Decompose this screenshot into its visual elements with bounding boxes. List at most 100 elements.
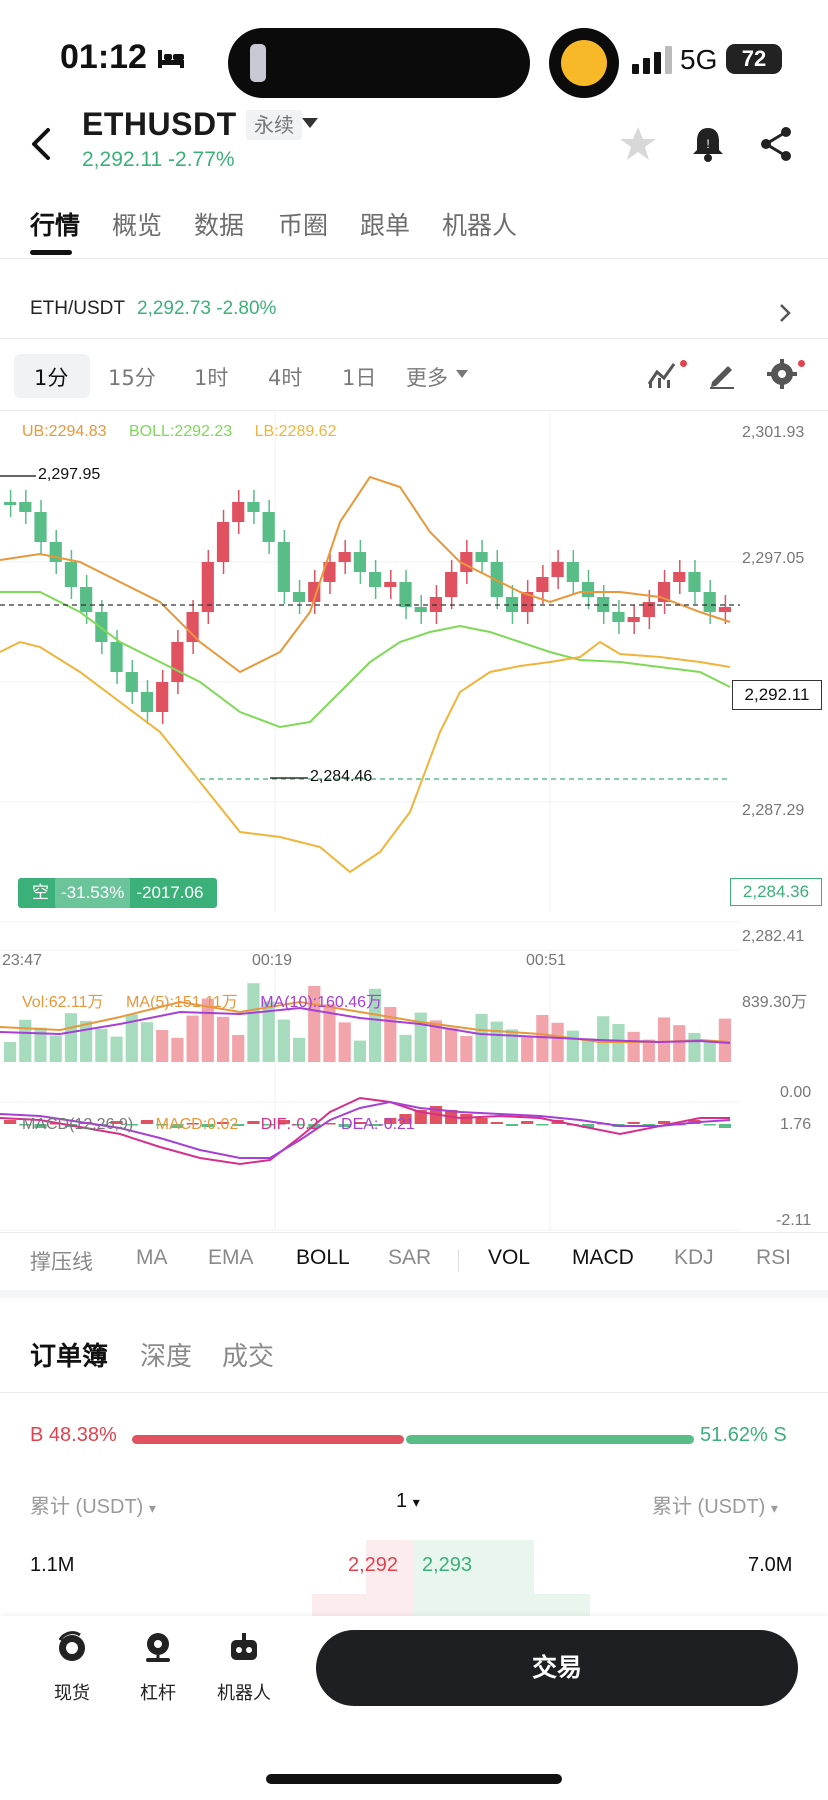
tab-order-book[interactable]: 订单簿 (30, 1342, 109, 1372)
back-arrow-icon[interactable] (26, 124, 56, 164)
volume-bar (505, 1029, 519, 1062)
interval-4h[interactable]: 4时 (268, 366, 303, 390)
spot-icon (58, 1631, 85, 1661)
bid-price[interactable]: 2,292 (348, 1554, 399, 1576)
dynamic-island (228, 28, 530, 98)
gear-icon[interactable] (766, 358, 798, 390)
volume-bar (460, 1036, 473, 1062)
sell-ratio: 51.62% S (700, 1424, 787, 1446)
tab-bots[interactable]: 机器人 (442, 211, 518, 240)
indicator-kdj[interactable]: KDJ (674, 1246, 714, 1269)
chevron-down-icon[interactable] (302, 118, 318, 128)
tab-copy-trade[interactable]: 跟单 (360, 211, 411, 240)
candle (323, 562, 336, 582)
macd-bar (140, 1120, 154, 1124)
volume-bar (125, 1014, 138, 1062)
active-tab-indicator (30, 250, 72, 255)
candle (156, 682, 169, 712)
volume-bar (627, 1031, 640, 1062)
candle (186, 612, 199, 642)
candle (642, 602, 655, 617)
candle (80, 587, 93, 612)
share-icon[interactable] (756, 124, 796, 164)
sell-ratio-bar (406, 1435, 694, 1444)
vol-ma10-line (0, 1006, 731, 1044)
volume-bar (384, 1007, 397, 1062)
indicator-ma[interactable]: MA (136, 1246, 168, 1269)
position-pnl-value: -2017.06 (136, 883, 204, 902)
spot-price-row[interactable]: ETH/USDT 2,292.73 -2.80% (30, 298, 276, 320)
interval-1h[interactable]: 1时 (194, 366, 229, 390)
macd-bar (323, 1123, 336, 1125)
nav-margin[interactable]: 杠杆 (118, 1630, 198, 1705)
volume-bar (369, 988, 382, 1062)
star-icon[interactable] (618, 124, 658, 164)
candle (551, 562, 564, 577)
time-axis-3: 00:51 (526, 952, 567, 969)
robot-icon (231, 1633, 257, 1660)
tab-data[interactable]: 数据 (194, 211, 245, 240)
macd-bar (657, 1121, 671, 1124)
volume-bar (156, 1030, 169, 1062)
notification-dot (680, 360, 687, 367)
pair-title[interactable]: ETHUSDT (82, 106, 237, 142)
divider (0, 338, 828, 339)
indicator-ema[interactable]: EMA (208, 1246, 254, 1269)
volume-bar (353, 1040, 366, 1062)
draw-pen-icon[interactable] (706, 358, 738, 390)
trade-button[interactable]: 交易 (316, 1630, 798, 1706)
volume-bar (536, 1015, 549, 1062)
interval-15m[interactable]: 15分 (108, 366, 156, 390)
macd-bar (399, 1114, 412, 1124)
nav-robot[interactable]: 机器人 (204, 1630, 284, 1705)
interval-more[interactable]: 更多 (406, 366, 448, 390)
indicator-boll[interactable]: BOLL (296, 1246, 350, 1269)
candle (34, 512, 47, 542)
nav-margin-label: 杠杆 (140, 1683, 176, 1704)
price-precision-select[interactable]: 1 ▾ (396, 1490, 420, 1513)
indicator-support[interactable]: 撑压线 (30, 1251, 93, 1274)
tab-trades[interactable]: 成交 (222, 1342, 275, 1372)
indicator-rsi[interactable]: RSI (756, 1246, 792, 1269)
macd-bar (369, 1124, 382, 1126)
volume-bar (521, 1037, 534, 1062)
nav-spot[interactable]: 现货 (32, 1630, 112, 1705)
chevron-right-icon[interactable] (778, 302, 792, 324)
ask-total: 7.0M (748, 1554, 793, 1576)
indicator-macd[interactable]: MACD (572, 1246, 634, 1269)
indicator-vol[interactable]: VOL (488, 1246, 531, 1269)
svg-text:!: ! (706, 137, 709, 151)
volume-bar (703, 1040, 716, 1062)
kline-chart[interactable] (0, 412, 828, 1240)
bell-icon[interactable]: ! (688, 124, 728, 164)
home-indicator[interactable] (266, 1774, 562, 1784)
ask-price[interactable]: 2,293 (422, 1554, 473, 1576)
volume-bar (688, 1033, 701, 1062)
indicator-icon[interactable] (646, 358, 678, 390)
spot-symbol: ETH/USDT (30, 298, 125, 319)
tab-community[interactable]: 币圈 (278, 211, 329, 240)
candle (171, 642, 184, 682)
bid-total-header[interactable]: 累计 (USDT) ▾ (30, 1490, 156, 1519)
interval-1d[interactable]: 1日 (342, 366, 377, 390)
tab-depth[interactable]: 深度 (140, 1342, 193, 1372)
interval-1m[interactable]: 1分 (34, 366, 69, 390)
price-axis-1: 2,301.93 (742, 424, 805, 441)
macd-bar (186, 1123, 199, 1125)
position-badge[interactable]: 空 -31.53% -2017.06 (18, 878, 218, 908)
candle (292, 592, 306, 602)
ask-depth-bar (414, 1594, 590, 1616)
ask-total-header[interactable]: 累计 (USDT) ▾ (652, 1490, 778, 1519)
divider (0, 1392, 828, 1393)
macd-bar (125, 1124, 138, 1126)
tab-market[interactable]: 行情 (30, 211, 81, 240)
volume-bar (429, 1020, 443, 1062)
indicator-sar[interactable]: SAR (388, 1246, 432, 1269)
tab-overview[interactable]: 概览 (112, 211, 163, 240)
candle (64, 562, 78, 587)
low-price-label: 2,284.46 (310, 768, 373, 785)
volume-bar (445, 1028, 458, 1062)
chevron-down-icon[interactable] (456, 370, 468, 378)
live-activity[interactable] (549, 28, 619, 98)
network-type: 5G (680, 44, 718, 75)
